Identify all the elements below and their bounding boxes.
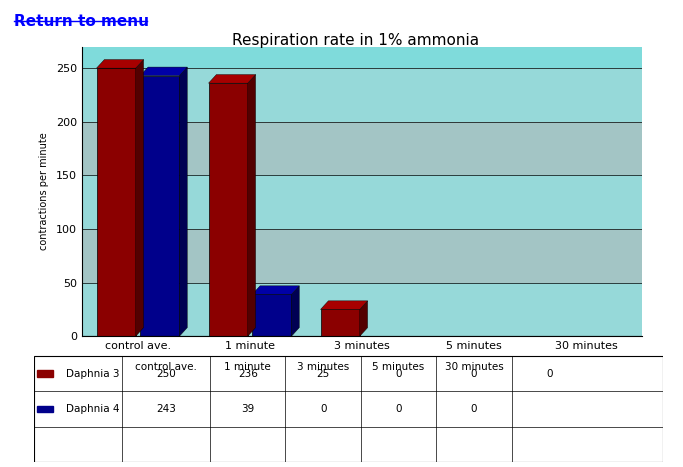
Bar	[82, 229, 642, 283]
Polygon shape	[136, 60, 143, 336]
Text: 250: 250	[156, 368, 176, 379]
Polygon shape	[208, 75, 255, 83]
Bar	[82, 283, 642, 336]
Text: control ave.: control ave.	[135, 362, 197, 372]
Text: 0: 0	[471, 404, 477, 414]
Text: Respiration rate in 1% ammonia: Respiration rate in 1% ammonia	[232, 33, 479, 48]
Text: 0: 0	[471, 368, 477, 379]
Text: 0: 0	[395, 368, 402, 379]
Text: 25: 25	[317, 368, 330, 379]
Text: Daphnia 3: Daphnia 3	[66, 368, 119, 379]
Text: 236: 236	[238, 368, 257, 379]
Text: 0: 0	[395, 404, 402, 414]
Bar	[82, 68, 642, 122]
Bar	[82, 122, 642, 176]
Text: 3 minutes: 3 minutes	[297, 362, 349, 372]
Polygon shape	[140, 67, 187, 76]
Text: 243: 243	[156, 404, 176, 414]
Text: 0: 0	[546, 368, 553, 379]
Text: 5 minutes: 5 minutes	[372, 362, 425, 372]
Text: 0: 0	[320, 404, 326, 414]
Text: 30 minutes: 30 minutes	[445, 362, 503, 372]
Text: Return to menu: Return to menu	[14, 14, 149, 29]
Polygon shape	[252, 286, 299, 294]
Polygon shape	[96, 60, 143, 68]
Text: Daphnia 4: Daphnia 4	[66, 404, 119, 414]
Polygon shape	[248, 75, 255, 336]
Polygon shape	[292, 286, 299, 336]
Text: 39: 39	[241, 404, 254, 414]
Bar	[38, 406, 53, 412]
Polygon shape	[360, 301, 367, 336]
Y-axis label: contractions per minute: contractions per minute	[39, 133, 49, 250]
Bar	[96, 68, 136, 336]
Text: 1 minute: 1 minute	[225, 362, 271, 372]
Bar	[38, 370, 53, 377]
Polygon shape	[180, 67, 187, 336]
Bar	[140, 76, 180, 336]
Polygon shape	[320, 301, 367, 310]
Bar	[320, 310, 360, 336]
Bar	[252, 294, 292, 336]
Bar	[208, 83, 248, 336]
Bar	[82, 176, 642, 229]
